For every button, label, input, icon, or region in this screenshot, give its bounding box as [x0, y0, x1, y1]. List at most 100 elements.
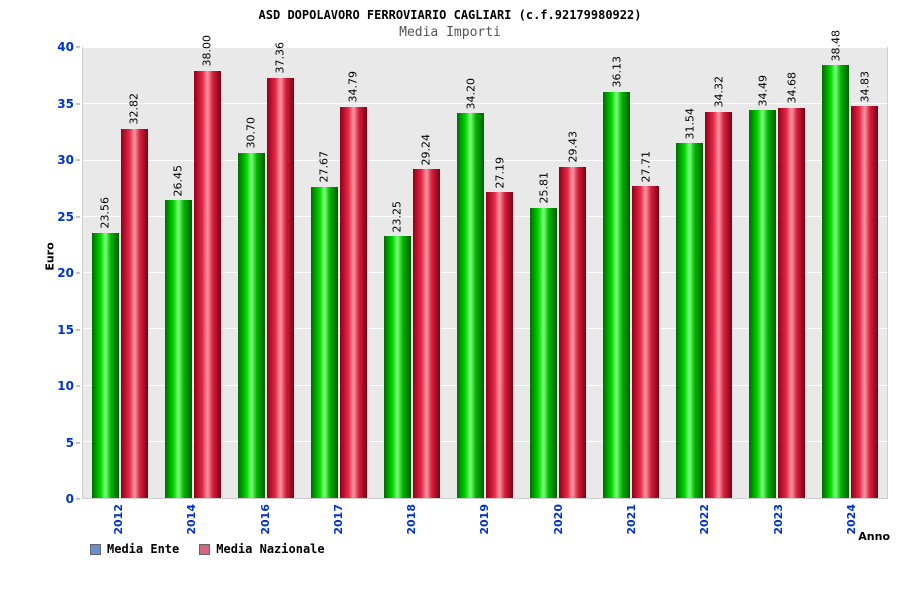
bar-group-2018: 23.25 29.24 — [375, 48, 448, 498]
bar-value-label: 38.48 — [829, 29, 843, 62]
y-tick-label: 30 — [57, 153, 74, 167]
barwrap: 23.56 — [91, 48, 119, 498]
barwrap: 34.20 — [457, 48, 485, 498]
bar-media-nazionale-2012 — [120, 128, 148, 498]
bar-value-label: 34.68 — [785, 72, 799, 104]
bar-value-label: 30.70 — [244, 117, 258, 149]
bar-value-label: 38.00 — [200, 35, 214, 67]
x-tick-cell: 2023 — [741, 504, 814, 548]
bar-media-nazionale-2022 — [705, 111, 733, 498]
legend-label: Media Nazionale — [216, 542, 325, 556]
bar-media-ente-2016 — [237, 152, 265, 498]
bar-group-2019: 34.20 27.19 — [448, 48, 521, 498]
barwrap: 23.25 — [383, 48, 411, 498]
bar-group-2020: 25.81 29.43 — [522, 48, 595, 498]
x-tick-label-2018: 2018 — [405, 504, 419, 535]
bar-value-label: 31.54 — [683, 107, 697, 140]
bar-group-2021: 36.13 27.71 — [595, 48, 668, 498]
x-tick-label-2019: 2019 — [478, 504, 492, 535]
bar-media-ente-2024 — [822, 65, 850, 498]
bar-media-ente-2012 — [91, 232, 119, 498]
bar-value-label: 36.13 — [610, 56, 624, 88]
y-tick-mark — [76, 385, 80, 387]
y-axis: 0 5 10 15 20 25 30 35 40 — [0, 40, 80, 506]
gridline — [83, 440, 887, 442]
bar-value-label: 25.81 — [537, 172, 551, 204]
barwrap: 38.48 — [822, 30, 850, 498]
barwrap: 26.45 — [164, 48, 192, 498]
legend: Media Ente Media Nazionale — [90, 542, 325, 556]
gridline — [83, 272, 887, 273]
bar-media-nazionale-2019 — [486, 192, 514, 498]
bar-groups: 23.56 32.82 26.45 38.00 30.70 37.36 27.67 34.79… — [83, 30, 887, 498]
x-tick-cell: 2020 — [522, 504, 595, 548]
x-axis-title: Anno — [858, 530, 890, 543]
bar-media-ente-2020 — [530, 207, 558, 498]
barwrap: 27.19 — [486, 48, 514, 498]
bar-group-2016: 30.70 37.36 — [229, 42, 302, 498]
x-tick-label-2014: 2014 — [185, 504, 199, 535]
x-tick-cell: 2019 — [448, 504, 521, 548]
y-tick-mark — [76, 329, 80, 330]
bar-media-nazionale-2016 — [266, 77, 294, 498]
chart-title: ASD DOPOLAVORO FERROVIARIO CAGLIARI (c.f… — [258, 8, 642, 22]
legend-item: Media Ente — [90, 542, 179, 556]
bar-group-2022: 31.54 34.32 — [668, 48, 741, 498]
bar-value-label: 27.19 — [493, 156, 507, 189]
plot-area: 23.56 32.82 26.45 38.00 30.70 37.36 27.67 34.79… — [82, 30, 888, 499]
y-tick-label: 35 — [57, 96, 74, 111]
gridline — [83, 215, 887, 217]
barwrap: 29.24 — [412, 48, 440, 498]
barwrap: 30.70 — [237, 48, 265, 498]
barwrap: 34.83 — [851, 48, 879, 498]
bar-value-label: 34.20 — [464, 77, 478, 110]
y-tick-label: 25 — [57, 209, 74, 224]
bar-media-ente-2018 — [383, 236, 411, 498]
gridline — [83, 328, 887, 330]
x-tick-label-2020: 2020 — [551, 504, 565, 535]
y-tick-mark — [76, 159, 80, 161]
x-tick-cell: 2021 — [595, 504, 668, 548]
x-tick-label-2012: 2012 — [112, 504, 126, 535]
bar-media-nazionale-2024 — [851, 106, 879, 498]
y-tick-mark — [76, 103, 80, 104]
bar-media-nazionale-2014 — [193, 70, 221, 498]
x-tick-label-2023: 2023 — [771, 504, 785, 535]
legend-marker-icon — [199, 543, 211, 555]
y-tick-mark — [76, 216, 80, 217]
x-tick-label-2022: 2022 — [698, 504, 712, 535]
y-tick-label: 40 — [57, 40, 74, 54]
bar-group-2014: 26.45 38.00 — [156, 35, 229, 498]
y-tick-mark — [76, 46, 80, 48]
y-tick-mark — [76, 442, 80, 443]
bar-media-nazionale-2017 — [339, 106, 367, 498]
y-tick-label: 20 — [57, 266, 74, 280]
bar-media-ente-2022 — [676, 143, 704, 498]
bar-media-nazionale-2023 — [778, 107, 806, 498]
gridline — [83, 47, 887, 48]
bar-value-label: 23.25 — [390, 200, 404, 233]
bar-media-nazionale-2018 — [412, 169, 440, 498]
x-tick-cell: 2022 — [668, 504, 741, 548]
gridline — [83, 103, 887, 105]
bar-media-ente-2014 — [164, 200, 192, 498]
gridline — [83, 159, 887, 161]
bar-value-label: 27.67 — [317, 151, 331, 183]
bar-value-label: 29.24 — [419, 133, 433, 166]
bar-media-ente-2023 — [749, 110, 777, 498]
bar-value-label: 32.82 — [127, 93, 141, 125]
bar-group-2024: 38.48 34.83 — [814, 30, 887, 498]
legend-marker-icon — [90, 543, 101, 555]
x-tick-label-2021: 2021 — [624, 504, 638, 535]
bar-group-2012: 23.56 32.82 — [83, 48, 156, 498]
barwrap: 34.32 — [705, 48, 733, 498]
barwrap: 29.43 — [559, 48, 587, 498]
y-tick-mark — [76, 498, 80, 500]
bar-media-nazionale-2021 — [632, 186, 660, 498]
chart-subtitle: Media Importi — [399, 25, 501, 40]
barwrap: 37.36 — [266, 42, 294, 498]
barwrap: 36.13 — [603, 48, 631, 498]
x-tick-label-2017: 2017 — [331, 504, 345, 535]
y-tick-label: 5 — [65, 435, 74, 450]
